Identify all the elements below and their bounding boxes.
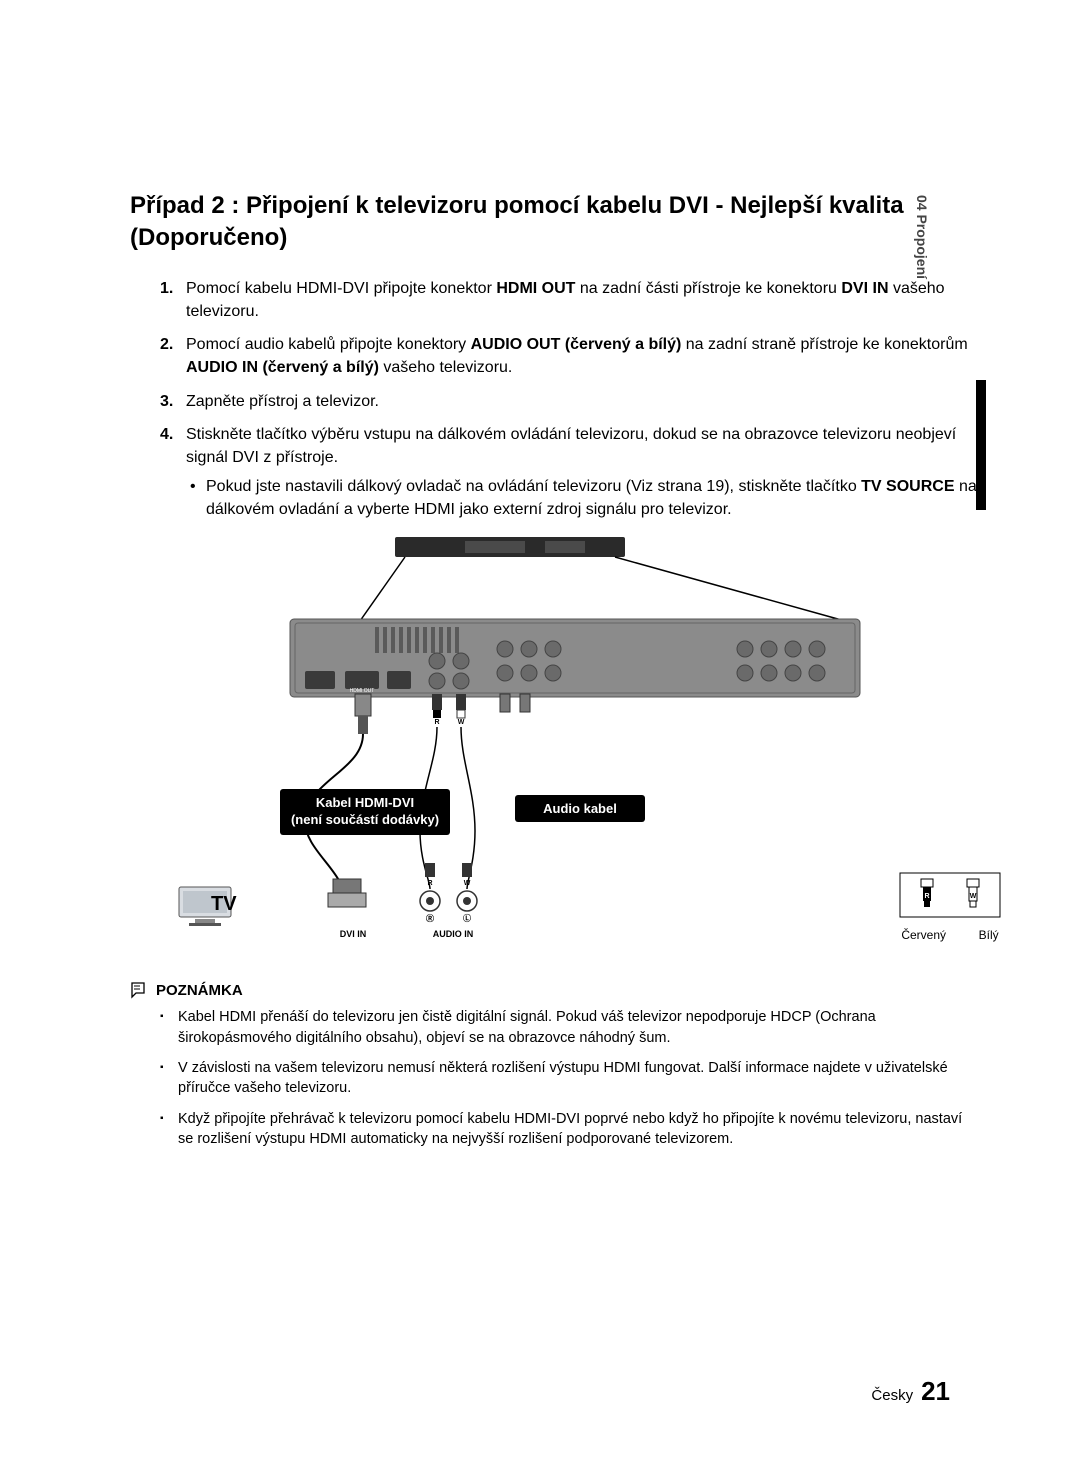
svg-text:W: W bbox=[458, 719, 465, 726]
instruction-step: 1.Pomocí kabelu HDMI-DVI připojte konekt… bbox=[160, 277, 980, 323]
svg-text:HDMI OUT: HDMI OUT bbox=[350, 688, 375, 694]
instruction-step: 4.Stiskněte tlačítko výběru vstupu na dá… bbox=[160, 423, 980, 522]
note-section: POZNÁMKA Kabel HDMI přenáší do televizor… bbox=[130, 981, 980, 1149]
instruction-step: 2.Pomocí audio kabelů připojte konektory… bbox=[160, 333, 980, 379]
instruction-step: 3.Zapněte přístroj a televizor. bbox=[160, 390, 980, 413]
footer-page-number: 21 bbox=[921, 1376, 950, 1407]
note-item: V závislosti na vašem televizoru nemusí … bbox=[160, 1058, 980, 1099]
diagram-white-label: Bílý bbox=[979, 928, 999, 942]
note-list: Kabel HDMI přenáší do televizoru jen čis… bbox=[130, 1007, 980, 1149]
note-header: POZNÁMKA bbox=[130, 981, 980, 999]
diagram-tv-label: TV bbox=[211, 893, 237, 916]
note-item: Kabel HDMI přenáší do televizoru jen čis… bbox=[160, 1007, 980, 1048]
diagram-plug-legend: R W Červený Bílý bbox=[885, 871, 1015, 942]
svg-text:W: W bbox=[970, 893, 977, 900]
diagram-audio-in-label: AUDIO IN bbox=[423, 929, 483, 939]
side-chapter-tab: 04 Propojení bbox=[914, 195, 930, 279]
note-item: Když připojíte přehrávač k televizoru po… bbox=[160, 1109, 980, 1150]
instruction-steps: 1.Pomocí kabelu HDMI-DVI připojte konekt… bbox=[130, 277, 980, 522]
page-footer: Česky 21 bbox=[871, 1376, 950, 1407]
svg-text:R: R bbox=[924, 893, 929, 900]
diagram-dvi-in-label: DVI IN bbox=[333, 929, 373, 939]
svg-text:W: W bbox=[464, 880, 471, 887]
connection-diagram: HDMI OUT bbox=[205, 531, 905, 951]
diagram-audio-label: Audio kabel bbox=[515, 795, 645, 822]
svg-text:R: R bbox=[427, 880, 432, 887]
diagram-red-label: Červený bbox=[901, 928, 946, 942]
svg-text:Ⓛ: Ⓛ bbox=[463, 913, 471, 923]
footer-language: Česky bbox=[871, 1387, 913, 1404]
svg-text:Ⓡ: Ⓡ bbox=[426, 913, 434, 923]
note-icon bbox=[130, 981, 148, 999]
svg-text:R: R bbox=[434, 719, 439, 726]
diagram-hdmi-label: Kabel HDMI-DVI (není součástí dodávky) bbox=[280, 789, 450, 835]
page-title: Případ 2 : Připojení k televizoru pomocí… bbox=[130, 190, 980, 255]
